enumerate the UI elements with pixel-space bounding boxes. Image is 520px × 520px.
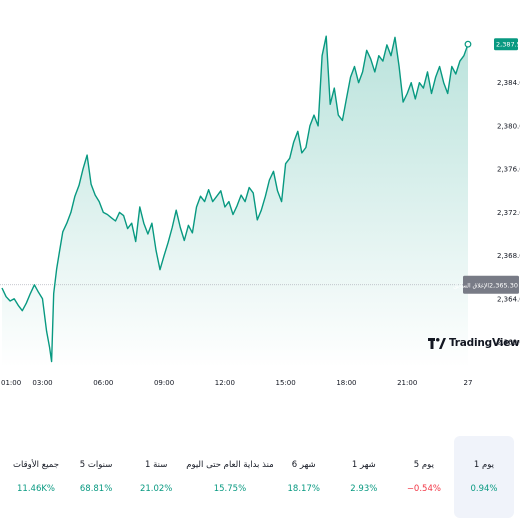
tradingview-logo-icon [428,337,446,349]
period-label: 5 سنوات [79,460,113,470]
price-area-fill [2,36,468,368]
period-label: 1 يوم [473,460,495,470]
period-tab[interactable]: 5 يوم −0.54% [394,436,454,518]
period-change-value: 18.17% [287,484,320,494]
period-change-value: 2.93% [350,484,378,494]
period-tab[interactable]: 5 سنوات 68.81% [66,436,126,518]
period-label: 1 سنة [144,460,168,470]
y-tick-label: 2,372.00 [497,209,520,217]
period-change-value: 21.02% [139,484,173,494]
last-price-label: 2,387.56 [496,41,520,49]
price-chart-svg[interactable]: 2,360.00 2,364.00 2,368.00 2,372.00 2,376.00… [0,0,520,395]
period-tab[interactable]: 1 يوم 0.94% [453,436,514,518]
period-label: منذ بداية العام حتى اليوم [186,460,274,470]
price-chart[interactable]: 2,360.00 2,364.00 2,368.00 2,372.00 2,376.00… [0,0,520,395]
period-tab[interactable]: جميع الأوقات 11.46K% [6,436,66,518]
period-label: 1 شهر [351,460,376,470]
last-price-dot [464,40,472,48]
period-label: 5 يوم [413,460,434,470]
price-line [1,35,469,363]
period-tab[interactable]: 1 شهر 2.93% [334,436,394,518]
x-tick-label: 18:00 [336,379,356,387]
x-tick-label: 09:00 [154,379,174,387]
previous-close-value: 2,365.30 [489,281,518,289]
period-label: جميع الأوقات [13,460,59,470]
y-tick-label: 2,380.00 [497,122,520,130]
period-tab[interactable]: منذ بداية العام حتى اليوم 15.75% [186,436,273,518]
tradingview-wordmark: TradingView [449,337,520,349]
x-tick-label: 12:00 [215,379,235,387]
x-tick-label: 21:00 [397,379,417,387]
period-label: 6 شهر [291,460,316,470]
last-price-tag: 2,387.56 [494,38,520,51]
y-tick-label: 2,376.00 [497,166,520,174]
x-tick-label: 03:00 [32,379,52,387]
period-change-value: −0.54% [406,484,441,494]
period-change-value: 0.94% [470,484,498,494]
period-change-value: 68.81% [79,484,113,494]
previous-close-tag: الإغلاق السابق 2,365.30 [453,275,519,294]
x-tick-label: 27 [464,379,473,387]
y-tick-label: 2,360.00 [497,339,520,347]
period-change-value: 11.46K% [17,484,55,494]
x-tick-label: 01:00 [1,379,21,387]
period-change-value: 15.75% [213,484,247,494]
x-tick-label: 06:00 [93,379,113,387]
y-tick-label: 2,364.00 [497,295,520,303]
tradingview-logo[interactable]: TradingView [428,333,520,353]
x-tick-label: 15:00 [276,379,296,387]
y-tick-label: 2,368.00 [497,252,520,260]
previous-close-label: الإغلاق السابق [453,282,489,289]
performance-periods: 1 يوم 0.94% 5 يوم −0.54% 1 شهر 2.93% 6 شهر 18.1… [0,436,520,520]
period-tab[interactable]: 6 شهر 18.17% [274,436,334,518]
period-tab[interactable]: 1 سنة 21.02% [126,436,186,518]
y-tick-label: 2,384.00 [497,79,520,87]
